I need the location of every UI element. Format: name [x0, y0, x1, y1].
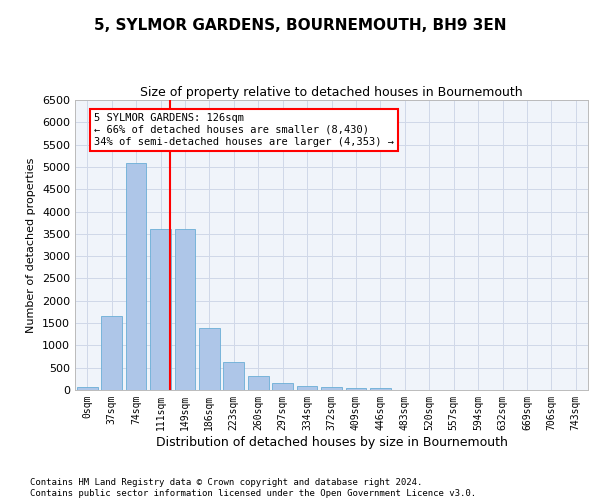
Title: Size of property relative to detached houses in Bournemouth: Size of property relative to detached ho… [140, 86, 523, 99]
Bar [150, 230, 171, 390]
Text: 5, SYLMOR GARDENS, BOURNEMOUTH, BH9 3EN: 5, SYLMOR GARDENS, BOURNEMOUTH, BH9 3EN [94, 18, 506, 32]
X-axis label: Distribution of detached houses by size in Bournemouth: Distribution of detached houses by size … [155, 436, 508, 448]
Y-axis label: Number of detached properties: Number of detached properties [26, 158, 37, 332]
Text: 5 SYLMOR GARDENS: 126sqm
← 66% of detached houses are smaller (8,430)
34% of sem: 5 SYLMOR GARDENS: 126sqm ← 66% of detach… [94, 114, 394, 146]
Bar [296, 386, 317, 390]
Bar [346, 388, 367, 390]
Bar [77, 387, 98, 390]
Bar [272, 384, 293, 390]
Bar [199, 328, 220, 390]
Bar [223, 362, 244, 390]
Bar [175, 230, 196, 390]
Bar [248, 376, 269, 390]
Bar [125, 164, 146, 390]
Bar [101, 316, 122, 390]
Bar [370, 388, 391, 390]
Text: Contains HM Land Registry data © Crown copyright and database right 2024.
Contai: Contains HM Land Registry data © Crown c… [30, 478, 476, 498]
Bar [321, 388, 342, 390]
